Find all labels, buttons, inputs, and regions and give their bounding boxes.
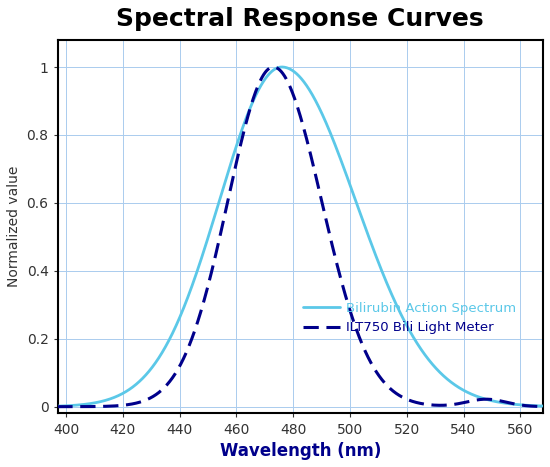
ILT750 Bili Light Meter <box>74 404 80 410</box>
Line: Bilirubin Action Spectrum: Bilirubin Action Spectrum <box>52 67 549 406</box>
Title: Spectral Response Curves: Spectral Response Curves <box>117 7 484 31</box>
ILT750 Bili Light Meter <box>531 403 538 409</box>
Bilirubin Action Spectrum <box>531 403 538 409</box>
Bilirubin Action Spectrum <box>531 403 537 409</box>
Bilirubin Action Spectrum <box>278 64 285 70</box>
ILT750 Bili Light Meter <box>546 404 550 410</box>
Bilirubin Action Spectrum <box>48 403 55 409</box>
ILT750 Bili Light Meter <box>270 64 277 70</box>
X-axis label: Wavelength (nm): Wavelength (nm) <box>219 442 381 460</box>
Legend: Bilirubin Action Spectrum, ILT750 Bili Light Meter: Bilirubin Action Spectrum, ILT750 Bili L… <box>298 297 522 340</box>
Bilirubin Action Spectrum <box>546 403 550 409</box>
ILT750 Bili Light Meter <box>290 93 297 99</box>
ILT750 Bili Light Meter <box>48 404 55 410</box>
Bilirubin Action Spectrum <box>74 402 80 408</box>
ILT750 Bili Light Meter <box>531 403 537 409</box>
Y-axis label: Normalized value: Normalized value <box>7 166 21 287</box>
ILT750 Bili Light Meter <box>277 68 284 74</box>
Line: ILT750 Bili Light Meter: ILT750 Bili Light Meter <box>52 67 549 407</box>
Bilirubin Action Spectrum <box>440 373 447 378</box>
Bilirubin Action Spectrum <box>277 64 284 70</box>
ILT750 Bili Light Meter <box>440 403 447 408</box>
Bilirubin Action Spectrum <box>290 69 297 74</box>
